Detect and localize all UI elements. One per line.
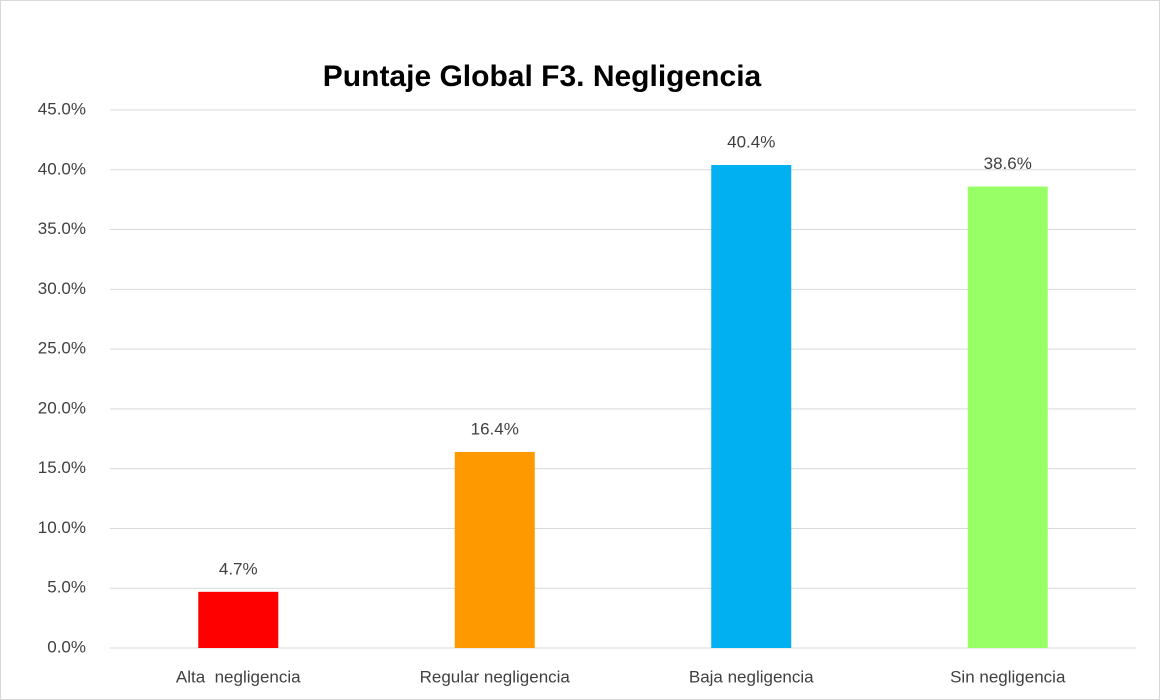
y-tick-label: 0.0% [47, 637, 86, 656]
x-tick-label: Sin negligencia [950, 667, 1066, 686]
y-tick-label: 20.0% [38, 398, 86, 417]
y-tick-label: 35.0% [38, 219, 86, 238]
y-tick-label: 40.0% [38, 159, 86, 178]
bar [967, 186, 1048, 648]
chart-title: Puntaje Global F3. Negligencia [323, 60, 762, 93]
y-tick-label: 45.0% [38, 99, 86, 118]
bar [711, 164, 792, 649]
data-label: 16.4% [471, 419, 519, 438]
data-label: 38.6% [984, 154, 1032, 173]
x-tick-label: Regular negligencia [420, 667, 571, 686]
y-tick-label: 30.0% [38, 279, 86, 298]
bar [454, 451, 535, 648]
x-tick-label: Alta negligencia [176, 667, 301, 686]
y-tick-label: 25.0% [38, 339, 86, 358]
bar [198, 591, 279, 648]
y-tick-label: 15.0% [38, 458, 86, 477]
x-tick-label: Baja negligencia [689, 667, 814, 686]
y-tick-label: 10.0% [38, 518, 86, 537]
data-label: 4.7% [219, 559, 258, 578]
data-label: 40.4% [727, 132, 775, 151]
y-tick-label: 5.0% [47, 578, 86, 597]
